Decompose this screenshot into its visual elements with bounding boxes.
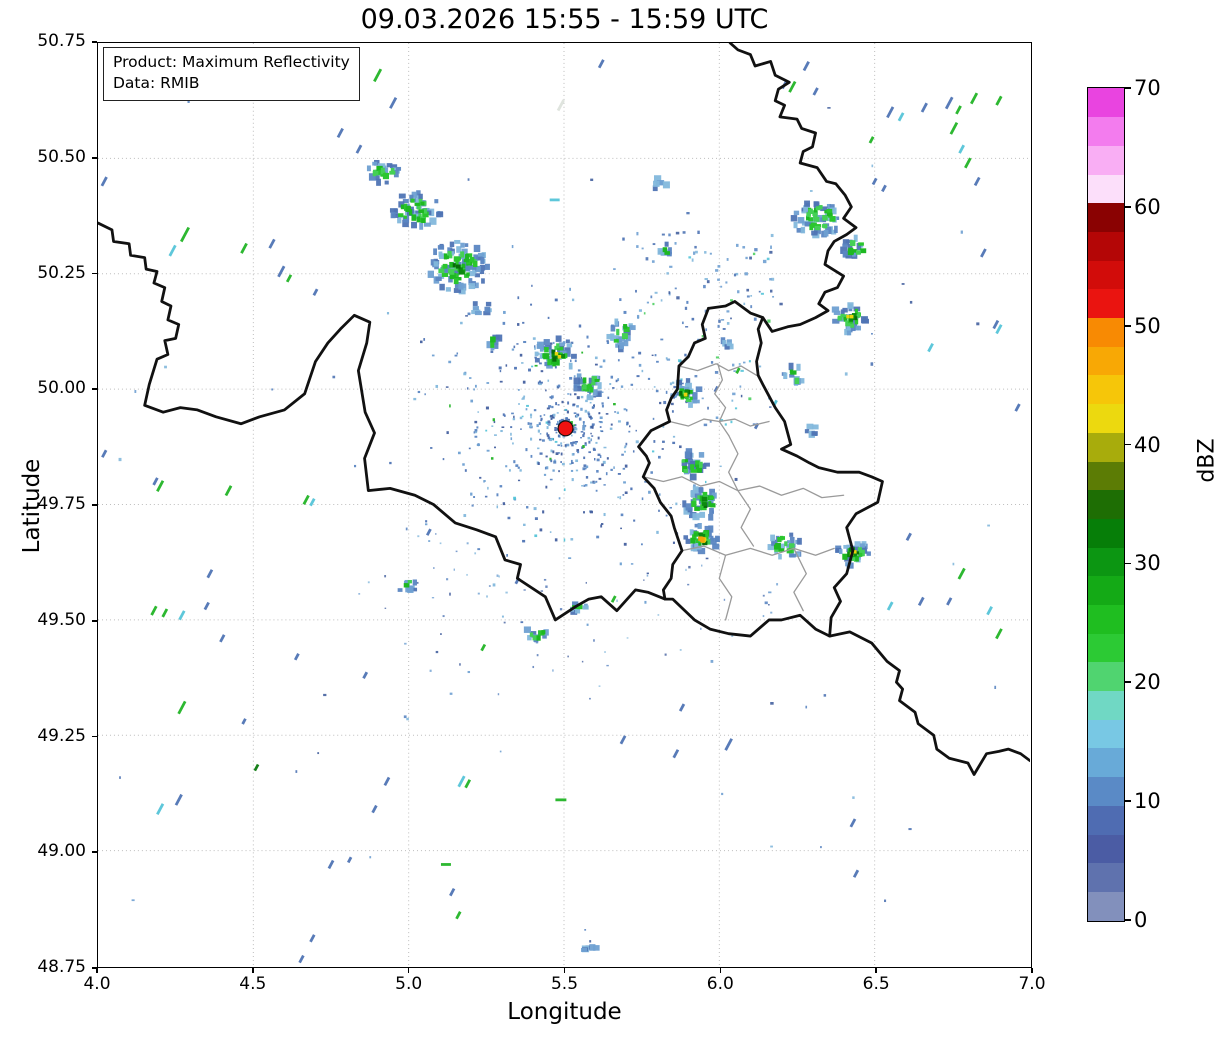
y-tick-mark bbox=[92, 967, 97, 969]
colorbar-tick-mark bbox=[1125, 919, 1131, 921]
y-tick-mark bbox=[92, 388, 97, 391]
colorbar-tick-label: 0 bbox=[1134, 908, 1148, 932]
clutter-speckle bbox=[118, 100, 997, 943]
y-tick-label: 50.50 bbox=[37, 146, 86, 167]
colorbar-segment bbox=[1088, 317, 1124, 347]
colorbar-tick-mark bbox=[1125, 681, 1131, 684]
colorbar-segment bbox=[1088, 174, 1124, 204]
x-tick-mark bbox=[252, 968, 254, 973]
radar-site-marker bbox=[557, 420, 574, 437]
y-tick-mark bbox=[92, 41, 97, 43]
x-tick-label: 5.5 bbox=[550, 974, 579, 994]
x-tick-label: 7.0 bbox=[1018, 974, 1046, 994]
product-line: Product: Maximum Reflectivity bbox=[113, 53, 350, 71]
y-tick-mark bbox=[92, 272, 97, 275]
y-tick-mark bbox=[92, 504, 97, 506]
colorbar-segment bbox=[1088, 891, 1124, 921]
colorbar-segment bbox=[1088, 719, 1124, 749]
y-tick-label: 50.75 bbox=[37, 31, 86, 51]
y-tick-mark bbox=[92, 735, 97, 738]
gridlines bbox=[98, 43, 1030, 966]
x-tick-mark bbox=[1031, 968, 1033, 973]
x-tick-mark bbox=[563, 968, 566, 973]
colorbar-segment bbox=[1088, 346, 1124, 376]
colorbar-segment bbox=[1088, 862, 1124, 892]
colorbar-tick-label: 10 bbox=[1134, 789, 1161, 814]
colorbar-tick-mark bbox=[1125, 206, 1131, 208]
y-tick-label: 49.50 bbox=[37, 609, 86, 630]
regional-borders bbox=[642, 363, 845, 621]
colorbar-segment bbox=[1088, 776, 1124, 806]
colorbar-segment bbox=[1088, 518, 1124, 548]
x-tick-mark bbox=[407, 968, 410, 973]
x-tick-label: 6.0 bbox=[706, 974, 734, 994]
y-tick-label: 49.00 bbox=[37, 841, 86, 862]
colorbar-tick-mark bbox=[1125, 562, 1131, 565]
y-tick-mark bbox=[92, 156, 97, 159]
colorbar-segment bbox=[1088, 575, 1124, 605]
colorbar-tick-label: 30 bbox=[1134, 551, 1161, 576]
x-tick-mark bbox=[96, 968, 98, 973]
colorbar-segment bbox=[1088, 633, 1124, 663]
colorbar-segment bbox=[1088, 260, 1124, 290]
colorbar-segment bbox=[1088, 489, 1124, 519]
colorbar-segment bbox=[1088, 202, 1124, 233]
colorbar-segment bbox=[1088, 747, 1124, 778]
y-tick-mark bbox=[92, 851, 97, 854]
colorbar-tick-mark bbox=[1125, 324, 1131, 327]
data-source-line: Data: RMIB bbox=[113, 74, 200, 93]
colorbar-segment bbox=[1088, 432, 1124, 462]
plot-title: 09.03.2026 15:55 - 15:59 UTC bbox=[360, 4, 769, 35]
colorbar-tick-label: 50 bbox=[1134, 313, 1161, 338]
y-tick-mark bbox=[92, 619, 97, 622]
x-tick-label: 6.5 bbox=[862, 974, 890, 994]
colorbar-tick-mark bbox=[1125, 800, 1131, 802]
x-tick-label: 4.5 bbox=[239, 974, 267, 994]
colorbar-tick-mark bbox=[1125, 443, 1131, 446]
radar-map-canvas bbox=[98, 43, 1030, 966]
colorbar-segment bbox=[1088, 661, 1124, 692]
colorbar-segment bbox=[1088, 604, 1124, 634]
colorbar-label: dBZ bbox=[1194, 438, 1219, 483]
x-tick-label: 5.0 bbox=[395, 974, 423, 994]
map-plot-area bbox=[97, 42, 1032, 968]
colorbar-tick-label: 60 bbox=[1134, 194, 1161, 219]
colorbar-segment bbox=[1088, 374, 1124, 405]
colorbar-segment bbox=[1088, 805, 1124, 835]
y-tick-label: 49.25 bbox=[37, 725, 86, 746]
colorbar-tick-label: 20 bbox=[1134, 670, 1161, 695]
x-axis-label: Longitude bbox=[507, 999, 622, 1025]
colorbar-segment bbox=[1088, 231, 1124, 261]
colorbar-segment bbox=[1088, 547, 1124, 577]
colorbar-segment bbox=[1088, 116, 1124, 146]
colorbar-segment bbox=[1088, 288, 1124, 319]
streak-echoes bbox=[100, 50, 1021, 964]
x-tick-label: 4.0 bbox=[83, 974, 111, 994]
product-info-box: Product: Maximum Reflectivity Data: RMIB bbox=[103, 47, 360, 101]
colorbar-segment bbox=[1088, 460, 1124, 491]
y-tick-label: 50.25 bbox=[37, 262, 86, 283]
colorbar-segment bbox=[1088, 833, 1124, 864]
colorbar-tick-label: 70 bbox=[1134, 76, 1161, 100]
colorbar-segment bbox=[1088, 145, 1124, 175]
x-tick-mark bbox=[875, 968, 877, 973]
precip-cells bbox=[366, 159, 871, 953]
colorbar-tick-label: 40 bbox=[1134, 432, 1161, 457]
x-tick-mark bbox=[719, 968, 722, 973]
colorbar bbox=[1087, 87, 1125, 922]
colorbar-segment bbox=[1088, 88, 1124, 118]
colorbar-segment bbox=[1088, 690, 1124, 720]
y-tick-label: 49.75 bbox=[37, 494, 86, 514]
colorbar-tick-mark bbox=[1125, 87, 1131, 89]
national-borders bbox=[98, 43, 1030, 776]
y-tick-label: 48.75 bbox=[37, 957, 86, 977]
colorbar-segment bbox=[1088, 403, 1124, 433]
y-tick-label: 50.00 bbox=[37, 378, 86, 399]
